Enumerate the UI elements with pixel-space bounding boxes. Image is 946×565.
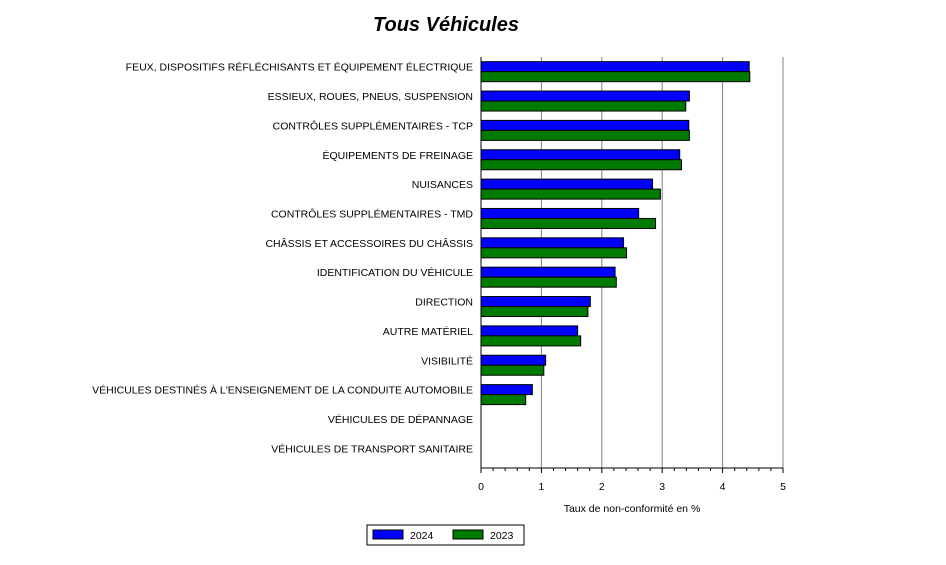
category-labels: FEUX, DISPOSITIFS RÉFLÉCHISANTS ET ÉQUIP…	[92, 61, 473, 456]
category-label: CHÂSSIS ET ACCESSOIRES DU CHÂSSIS	[265, 237, 473, 250]
legend-label-2023: 2023	[490, 530, 514, 542]
bar-2023	[480, 394, 527, 406]
category-label: CONTRÔLES SUPPLÉMENTAIRES - TMD	[271, 207, 473, 220]
category-label: AUTRE MATÉRIEL	[383, 325, 473, 338]
bar-2023	[480, 217, 657, 229]
category-label: VÉHICULES DE DÉPANNAGE	[328, 413, 473, 426]
chart-title: Tous Véhicules	[373, 14, 519, 36]
bar-2023	[480, 276, 617, 288]
bar-2024	[480, 178, 654, 190]
category-label: DIRECTION	[415, 297, 473, 309]
x-tick-label: 4	[720, 481, 726, 493]
bar-2024	[480, 266, 616, 278]
bar-2024	[480, 325, 579, 337]
bar-2024	[480, 296, 591, 308]
bar-2023	[480, 129, 690, 141]
bar-2023	[480, 247, 628, 259]
bars	[480, 61, 751, 406]
x-tick-label: 3	[659, 481, 665, 493]
category-label: VISIBILITÉ	[421, 354, 473, 367]
bar-2024	[480, 207, 640, 219]
category-label: ESSIEUX, ROUES, PNEUS, SUSPENSION	[268, 91, 473, 103]
bar-2024	[480, 237, 625, 249]
bar-2023	[480, 364, 545, 376]
bar-2024	[480, 61, 750, 73]
legend-box	[366, 524, 525, 546]
category-label: NUISANCES	[412, 179, 473, 191]
bar-2023	[480, 159, 683, 171]
bar-2024	[480, 384, 533, 396]
bar-2023	[480, 306, 589, 318]
legend-swatch-2024	[372, 529, 404, 540]
legend-label-2024: 2024	[410, 530, 434, 542]
bar-2023	[480, 335, 582, 347]
legend: 2024 2023	[366, 524, 525, 546]
grid-lines	[540, 57, 784, 468]
x-axis: 0 1 2 3 4 5	[478, 57, 786, 493]
bar-2023	[480, 188, 661, 200]
category-label: FEUX, DISPOSITIFS RÉFLÉCHISANTS ET ÉQUIP…	[126, 61, 473, 74]
bar-2023	[480, 100, 687, 112]
category-label: VÉHICULES DESTINÉS À L'ENSEIGNEMENT DE L…	[92, 384, 473, 397]
legend-swatch-2023	[452, 529, 484, 540]
x-tick-label: 2	[599, 481, 605, 493]
x-tick-label: 5	[780, 481, 786, 493]
category-label: ÉQUIPEMENTS DE FREINAGE	[322, 149, 473, 162]
category-label: VÉHICULES DE TRANSPORT SANITAIRE	[271, 442, 473, 455]
x-axis-title: Taux de non-conformité en %	[564, 503, 701, 515]
x-tick-label: 0	[478, 481, 484, 493]
bar-2023	[480, 71, 751, 83]
bar-2024	[480, 354, 547, 366]
bar-2024	[480, 149, 681, 161]
category-label: CONTRÔLES SUPPLÉMENTAIRES - TCP	[273, 119, 473, 132]
category-label: IDENTIFICATION DU VÉHICULE	[317, 266, 473, 279]
x-tick-label: 1	[538, 481, 544, 493]
bar-2024	[480, 119, 690, 131]
bar-2024	[480, 90, 690, 102]
